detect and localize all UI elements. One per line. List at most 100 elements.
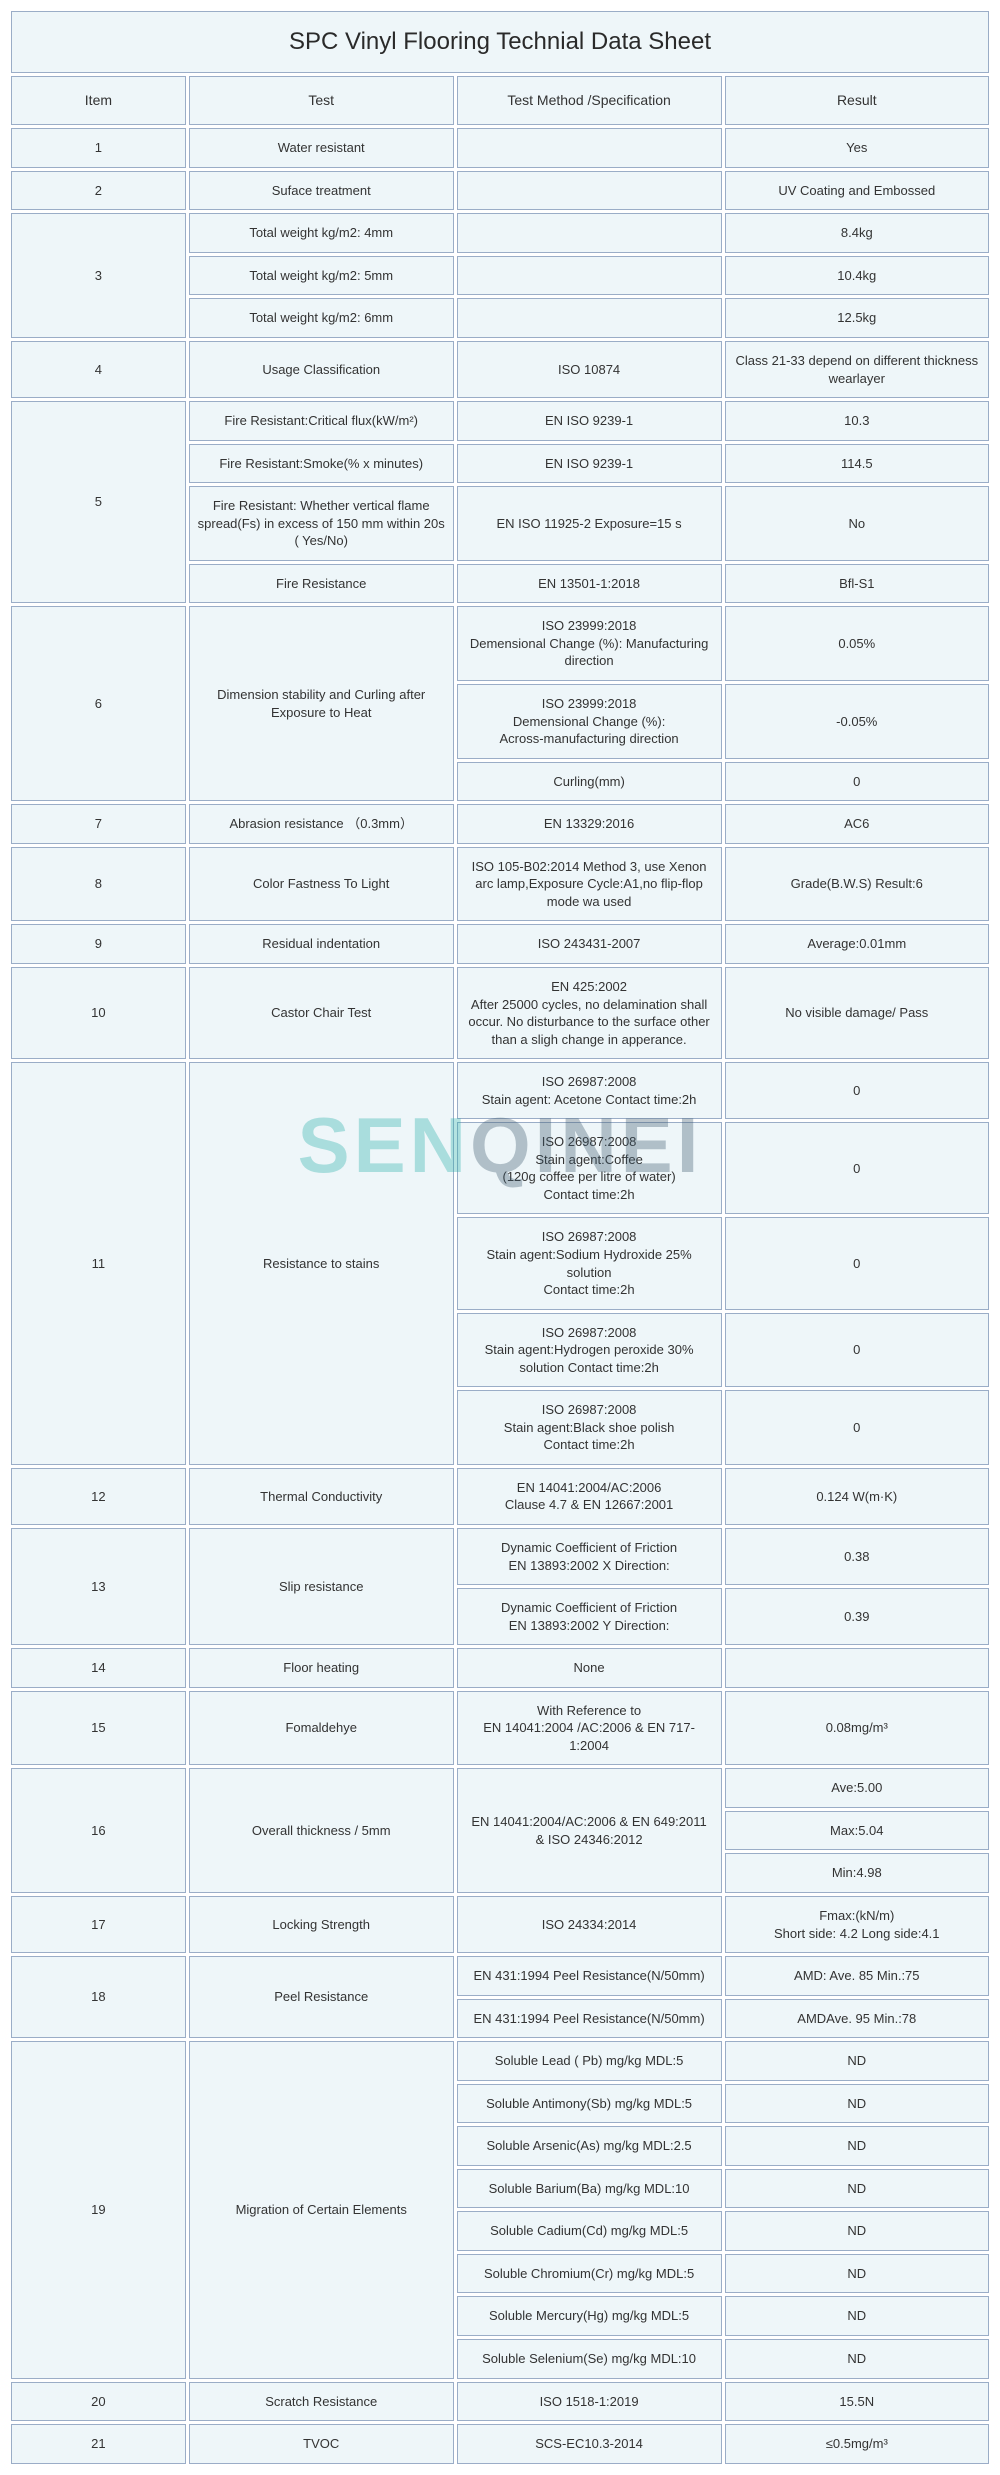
cell-test: Thermal Conductivity [189,1468,454,1525]
table-row: 21 TVOC SCS-EC10.3-2014 ≤0.5mg/m³ [11,2424,989,2464]
cell-test: Migration of Certain Elements [189,2041,454,2378]
cell-test: Floor heating [189,1648,454,1688]
cell-result [725,1648,989,1688]
cell-result: AMD: Ave. 85 Min.:75 [725,1956,989,1996]
cell-test: Dimension stability and Curling after Ex… [189,606,454,801]
table-row: 13 Slip resistance Dynamic Coefficient o… [11,1528,989,1585]
cell-item: 1 [11,128,186,168]
cell-item: 15 [11,1691,186,1766]
cell-result: 114.5 [725,444,989,484]
table-row: 10 Castor Chair Test EN 425:2002After 25… [11,967,989,1059]
cell-method: ISO 10874 [457,341,722,398]
table-row: 11 Resistance to stains ISO 26987:2008St… [11,1062,989,1119]
cell-result: No [725,486,989,561]
cell-item: 20 [11,2382,186,2422]
cell-method: Soluble Lead ( Pb) mg/kg MDL:5 [457,2041,722,2081]
cell-result: ND [725,2339,989,2379]
table-row: 2 Suface treatment UV Coating and Emboss… [11,171,989,211]
cell-method: EN 431:1994 Peel Resistance(N/50mm) [457,1956,722,1996]
cell-item: 5 [11,401,186,603]
cell-test: Fire Resistant:Critical flux(kW/m²) [189,401,454,441]
cell-item: 12 [11,1468,186,1525]
cell-result: UV Coating and Embossed [725,171,989,211]
cell-result: 0.38 [725,1528,989,1585]
cell-method: EN 14041:2004/AC:2006 & EN 649:2011& ISO… [457,1768,722,1893]
cell-result: 0 [725,762,989,802]
cell-result: ≤0.5mg/m³ [725,2424,989,2464]
cell-method: Dynamic Coefficient of FrictionEN 13893:… [457,1528,722,1585]
cell-method: ISO 26987:2008Stain agent:Sodium Hydroxi… [457,1217,722,1309]
cell-test: Abrasion resistance （0.3mm） [189,804,454,844]
cell-result: Class 21-33 depend on different thicknes… [725,341,989,398]
cell-method: ISO 26987:2008Stain agent: Acetone Conta… [457,1062,722,1119]
cell-item: 9 [11,924,186,964]
cell-method: ISO 24334:2014 [457,1896,722,1953]
cell-result: 0 [725,1390,989,1465]
cell-test: TVOC [189,2424,454,2464]
table-row: 5 Fire Resistant:Critical flux(kW/m²) EN… [11,401,989,441]
cell-item: 11 [11,1062,186,1465]
cell-method [457,298,722,338]
cell-result: ND [725,2254,989,2294]
cell-test: Suface treatment [189,171,454,211]
cell-method: Soluble Arsenic(As) mg/kg MDL:2.5 [457,2126,722,2166]
cell-method: Soluble Chromium(Cr) mg/kg MDL:5 [457,2254,722,2294]
cell-item: 10 [11,967,186,1059]
cell-result: Average:0.01mm [725,924,989,964]
cell-method: ISO 23999:2018Demensional Change (%): Ma… [457,606,722,681]
header-method: Test Method /Specification [457,76,722,125]
table-row: 7 Abrasion resistance （0.3mm） EN 13329:2… [11,804,989,844]
cell-item: 14 [11,1648,186,1688]
cell-test: Water resistant [189,128,454,168]
cell-result: 10.3 [725,401,989,441]
header-item: Item [11,76,186,125]
table-row: 3 Total weight kg/m2: 4mm 8.4kg [11,213,989,253]
cell-test: Fire Resistance [189,564,454,604]
cell-item: 17 [11,1896,186,1953]
cell-method: Curling(mm) [457,762,722,802]
cell-result: 10.4kg [725,256,989,296]
cell-result: No visible damage/ Pass [725,967,989,1059]
cell-method: EN 13329:2016 [457,804,722,844]
cell-result: ND [725,2126,989,2166]
cell-result: AC6 [725,804,989,844]
cell-item: 7 [11,804,186,844]
cell-result: 15.5N [725,2382,989,2422]
cell-method: Soluble Selenium(Se) mg/kg MDL:10 [457,2339,722,2379]
cell-method: Soluble Antimony(Sb) mg/kg MDL:5 [457,2084,722,2124]
cell-method [457,256,722,296]
cell-item: 8 [11,847,186,922]
cell-test: Total weight kg/m2: 6mm [189,298,454,338]
cell-result: ND [725,2084,989,2124]
cell-method: EN 14041:2004/AC:2006Clause 4.7 & EN 126… [457,1468,722,1525]
cell-test: Total weight kg/m2: 5mm [189,256,454,296]
cell-item: 2 [11,171,186,211]
cell-method: SCS-EC10.3-2014 [457,2424,722,2464]
cell-test: Overall thickness / 5mm [189,1768,454,1893]
cell-item: 13 [11,1528,186,1645]
cell-item: 18 [11,1956,186,2038]
cell-result: Min:4.98 [725,1853,989,1893]
cell-result: Bfl-S1 [725,564,989,604]
cell-result: Yes [725,128,989,168]
cell-test: Fire Resistant: Whether vertical flame s… [189,486,454,561]
cell-result: 0 [725,1313,989,1388]
cell-method: Soluble Cadium(Cd) mg/kg MDL:5 [457,2211,722,2251]
table-row: 14 Floor heating None [11,1648,989,1688]
cell-method [457,213,722,253]
header-test: Test [189,76,454,125]
cell-result: 0.08mg/m³ [725,1691,989,1766]
cell-result: 0.39 [725,1588,989,1645]
cell-item: 4 [11,341,186,398]
header-result: Result [725,76,989,125]
cell-result: ND [725,2296,989,2336]
table-row: 8 Color Fastness To Light ISO 105-B02:20… [11,847,989,922]
cell-result: 12.5kg [725,298,989,338]
cell-item: 3 [11,213,186,338]
cell-test: Locking Strength [189,1896,454,1953]
cell-method: With Reference toEN 14041:2004 /AC:2006 … [457,1691,722,1766]
cell-method: ISO 105-B02:2014 Method 3, use Xenon arc… [457,847,722,922]
cell-method: ISO 23999:2018Demensional Change (%):Acr… [457,684,722,759]
cell-result: 0 [725,1217,989,1309]
table-row: 1 Water resistant Yes [11,128,989,168]
